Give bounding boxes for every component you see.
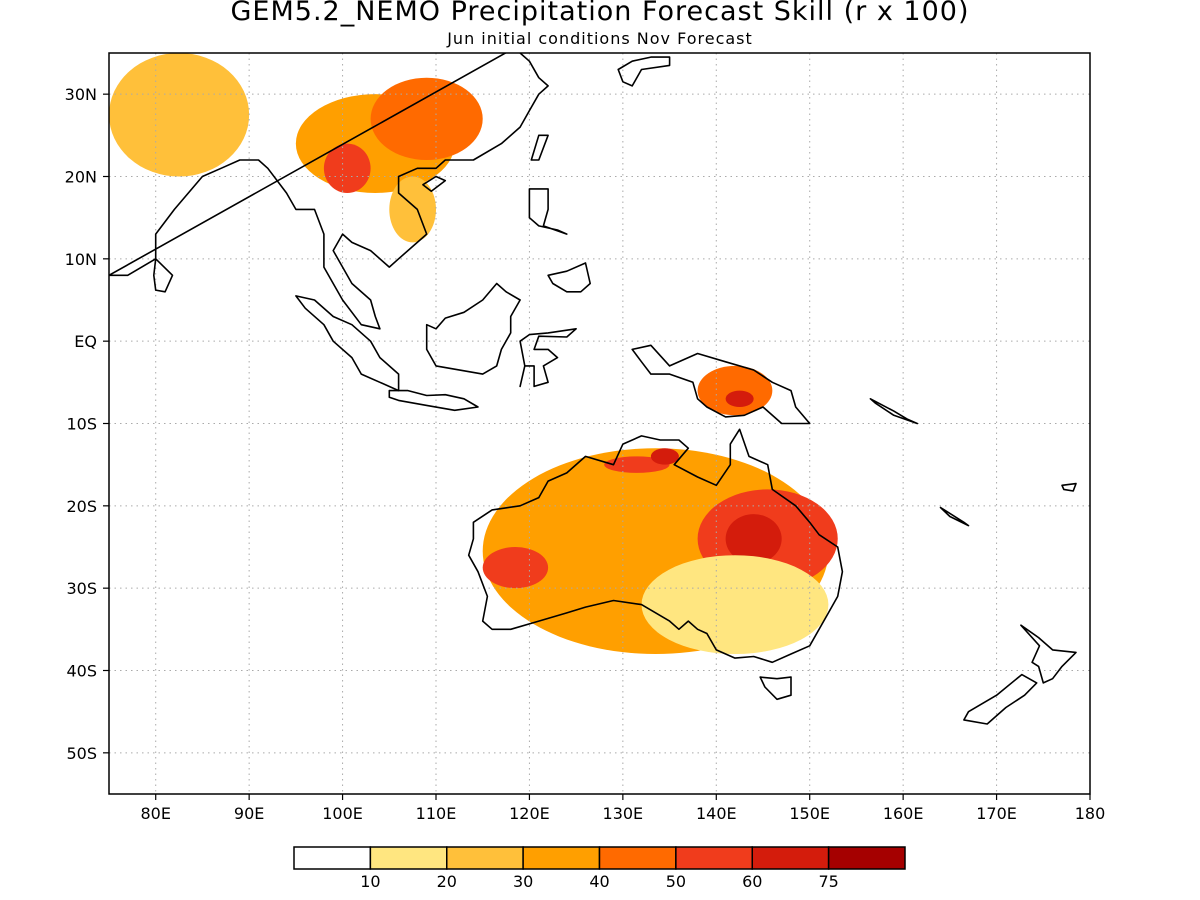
lon-label-170: 170E bbox=[976, 804, 1017, 823]
colorbar-label-1: 20 bbox=[437, 872, 457, 891]
colorbar-swatch-4 bbox=[598, 846, 677, 870]
skill-region-13 bbox=[641, 555, 829, 655]
skill-region-12 bbox=[725, 390, 754, 408]
lat-label--40: 40S bbox=[66, 662, 97, 681]
colorbar-swatch-2 bbox=[446, 846, 524, 870]
lon-label-150: 150E bbox=[789, 804, 830, 823]
lat-label-0: EQ bbox=[74, 332, 97, 351]
coastline-fiji bbox=[1061, 482, 1077, 492]
coastline-taiwan bbox=[530, 134, 549, 161]
colorbar-label-6: 75 bbox=[818, 872, 838, 891]
colorbar-label-4: 50 bbox=[666, 872, 686, 891]
coastline-tasmania bbox=[759, 676, 792, 701]
skill-region-8 bbox=[725, 514, 782, 564]
skill-region-10 bbox=[650, 448, 679, 465]
coastline-new-guinea bbox=[631, 344, 811, 425]
coastline-australia bbox=[467, 428, 844, 664]
lat-label--50: 50S bbox=[66, 744, 97, 763]
coastline-new-caledonia bbox=[939, 506, 970, 527]
skill-shading-layer bbox=[109, 53, 838, 655]
coastline-solomons bbox=[869, 398, 918, 425]
colorbar-swatch-7 bbox=[827, 846, 906, 870]
lon-label-90: 90E bbox=[234, 804, 264, 823]
coastline-hokkaido-kyushu bbox=[617, 56, 671, 87]
lat-label--10: 10S bbox=[66, 415, 97, 434]
lat-label--20: 20S bbox=[66, 497, 97, 516]
map-title: GEM5.2_NEMO Precipitation Forecast Skill… bbox=[230, 0, 970, 27]
skill-region-3 bbox=[370, 77, 483, 161]
lon-label-100: 100E bbox=[322, 804, 363, 823]
skill-region-0 bbox=[109, 53, 250, 177]
lat-label-10: 10N bbox=[65, 250, 97, 269]
lon-label-120: 120E bbox=[509, 804, 550, 823]
coastline-asia-mainland bbox=[109, 53, 549, 330]
colorbar-label-2: 30 bbox=[513, 872, 533, 891]
colorbar-swatch-1 bbox=[369, 846, 448, 870]
colorbar-label-3: 40 bbox=[589, 872, 609, 891]
coastline-sri-lanka bbox=[153, 258, 174, 293]
coastline-mindanao bbox=[547, 262, 591, 293]
colorbar-label-5: 60 bbox=[742, 872, 762, 891]
graticule bbox=[109, 53, 1090, 794]
coastline-nz-north bbox=[1020, 624, 1077, 684]
coastline-nz-south bbox=[963, 673, 1038, 725]
colorbar: 10 20 30 40 50 60 75 bbox=[293, 846, 906, 891]
skill-region-2 bbox=[323, 143, 371, 193]
lon-label-140: 140E bbox=[696, 804, 737, 823]
lon-label-130: 130E bbox=[603, 804, 644, 823]
colorbar-swatch-0 bbox=[293, 846, 372, 870]
lat-label-30: 30N bbox=[65, 85, 97, 104]
coastline-sulawesi bbox=[519, 328, 577, 388]
lon-label-160: 160E bbox=[883, 804, 924, 823]
lat-label--30: 30S bbox=[66, 579, 97, 598]
colorbar-swatch-6 bbox=[751, 846, 830, 870]
coastline-sumatra bbox=[295, 295, 400, 392]
coastline-java bbox=[388, 389, 479, 412]
lon-label-80: 80E bbox=[140, 804, 170, 823]
lon-label-110: 110E bbox=[416, 804, 457, 823]
axis-ticks: 80E 90E 100E 110E 120E 130E 140E 150E 160E 170E 18… bbox=[65, 85, 1106, 823]
map-subtitle: Jun initial conditions Nov Forecast bbox=[447, 29, 753, 48]
coastline-luzon bbox=[528, 188, 568, 235]
coastline-hainan bbox=[422, 175, 447, 193]
colorbar-swatch-3 bbox=[522, 846, 601, 870]
colorbar-label-0: 10 bbox=[360, 872, 380, 891]
skill-region-4 bbox=[389, 176, 436, 243]
lon-label-180: 180 bbox=[1075, 804, 1106, 823]
coastlines bbox=[109, 53, 1077, 725]
skill-region-6 bbox=[482, 547, 549, 589]
lat-label-20: 20N bbox=[65, 168, 97, 187]
coastline-borneo bbox=[425, 282, 521, 375]
colorbar-swatch-5 bbox=[675, 846, 753, 870]
